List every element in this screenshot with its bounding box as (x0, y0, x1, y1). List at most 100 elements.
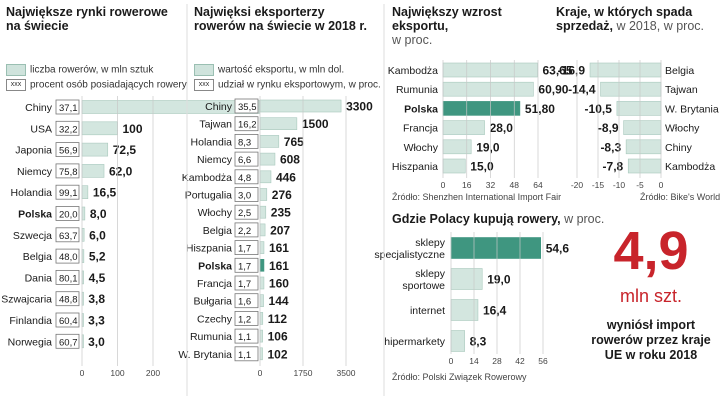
value-label: -10,5 (585, 102, 613, 116)
bar (259, 188, 268, 201)
bar (625, 139, 662, 155)
category-label: Tajwan (665, 84, 698, 96)
value-label: 19,0 (476, 140, 500, 154)
bar (81, 100, 260, 114)
value-label: 100 (123, 122, 143, 136)
value-label: 1500 (302, 117, 329, 131)
growth-title: Największy wzrost eksportu, w proc. (392, 5, 502, 47)
value-label: -16,9 (558, 64, 586, 78)
tick-label: -15 (592, 180, 605, 190)
share-box (55, 142, 80, 158)
value-label: 276 (272, 188, 292, 202)
share-box (234, 310, 259, 326)
share-label: 1,7 (238, 279, 251, 290)
category-label: Holandia (11, 187, 53, 199)
bar (259, 276, 265, 290)
bar (600, 81, 662, 97)
bar (81, 121, 118, 136)
value-label: 8,0 (90, 207, 107, 221)
bar (442, 101, 521, 116)
tick-label: 100 (110, 368, 124, 378)
share-box (55, 99, 80, 115)
share-label: 1,7 (238, 261, 251, 272)
category-label: Hiszpania (392, 161, 438, 173)
highlight-text: wyniósł import rowerów przez kraje UE w … (591, 318, 711, 362)
share-box (55, 291, 80, 307)
share-box (234, 257, 259, 273)
bar (616, 101, 662, 116)
bar (81, 206, 86, 221)
share-label: 6,6 (238, 155, 251, 166)
tick-label: 1750 (294, 368, 313, 378)
share-box (234, 133, 259, 149)
category-label: sklepy (415, 237, 446, 249)
share-box (55, 206, 80, 221)
value-label: 15,0 (470, 160, 494, 174)
bar (450, 330, 465, 352)
bar (627, 158, 662, 174)
tick-label: 48 (510, 180, 520, 190)
share-box (234, 98, 259, 114)
tick-label: 0 (441, 180, 446, 190)
value-label: -14,4 (568, 83, 596, 97)
tick-label: 0 (258, 368, 263, 378)
category-label: Włochy (198, 207, 233, 219)
value-label: 3,3 (88, 314, 105, 328)
category-label: Polska (198, 260, 232, 272)
tick-label: 200 (146, 368, 160, 378)
value-label: 16,5 (93, 186, 117, 200)
value-label: 235 (271, 206, 291, 220)
value-label: 60,90 (538, 83, 568, 97)
category-label: W. Brytania (665, 103, 719, 115)
category-label: Szwecja (13, 230, 52, 242)
category-label: Dania (25, 272, 53, 284)
category-label: Finlandia (9, 315, 52, 327)
bar (623, 120, 662, 135)
share-label: 56,9 (59, 146, 78, 157)
share-label: 35,5 (238, 102, 257, 113)
share-box (234, 240, 259, 256)
value-label: 63,65 (542, 64, 572, 78)
bar (259, 312, 264, 325)
tick-label: 42 (515, 356, 525, 366)
tick-label: 0 (449, 356, 454, 366)
markets-legend-share: xxx procent osób posiadających rowery (6, 79, 187, 92)
tick-label: 3500 (337, 368, 356, 378)
bar (259, 135, 280, 148)
category-label: Belgia (203, 225, 232, 237)
bar (259, 329, 263, 343)
category-label: Chiny (665, 142, 693, 154)
category-label: Szwajcaria (1, 294, 52, 306)
bar (450, 237, 541, 259)
share-label: 2,2 (238, 226, 251, 237)
growth-source: Źródło: Shenzhen International Import Fa… (392, 192, 562, 202)
value-label: 16,4 (483, 304, 507, 318)
category-label: Hiszpania (186, 243, 232, 255)
category-label: Niemcy (17, 166, 53, 178)
highlight-value: 4,9 (613, 221, 689, 281)
share-box (234, 187, 259, 202)
bar (81, 185, 89, 199)
bar (589, 62, 662, 78)
value-label: 62,0 (109, 164, 133, 178)
category-label: Włochy (665, 123, 700, 135)
category-label: internet (410, 305, 445, 317)
value-label: 112 (268, 312, 288, 326)
bar (259, 258, 265, 272)
value-label: -8,3 (600, 140, 621, 154)
markets-legend-count: liczba rowerów, w mln sztuk (6, 64, 153, 77)
category-label: Rumunia (190, 331, 232, 343)
share-label: 2,5 (238, 208, 251, 219)
share-box (55, 184, 80, 200)
share-label: 48,0 (59, 252, 78, 263)
share-label: 1,7 (238, 244, 251, 255)
category-label: Kambodża (665, 161, 715, 173)
value-label: 51,80 (525, 102, 555, 116)
share-label: 99,1 (59, 188, 78, 199)
category-label: Belgia (23, 251, 52, 263)
share-label: 63,7 (59, 231, 78, 242)
value-label: 3,8 (88, 292, 105, 306)
category-label: Japonia (15, 145, 52, 157)
bar (259, 117, 298, 130)
